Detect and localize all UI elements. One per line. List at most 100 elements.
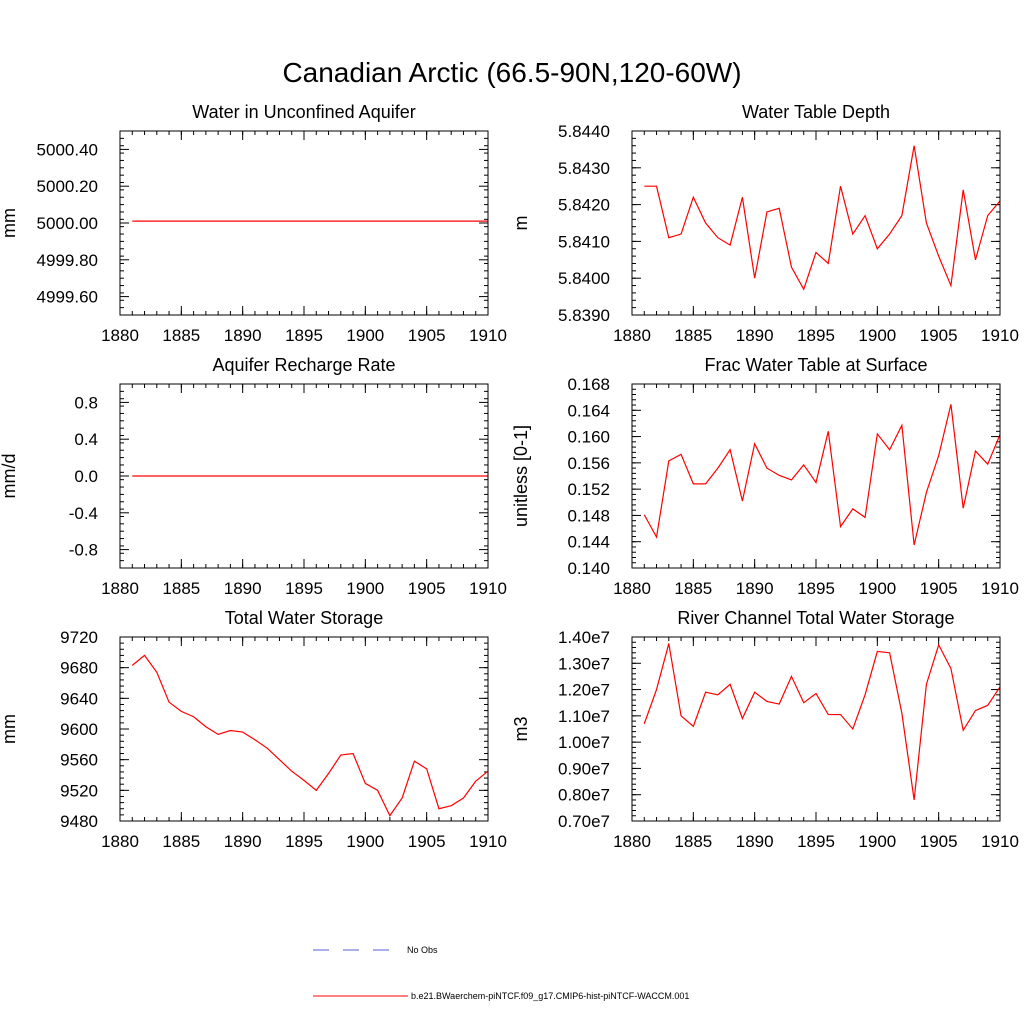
y-tick-label: 0.160 <box>567 428 610 447</box>
y-tick-label: -0.4 <box>69 504 98 523</box>
plot-frame <box>631 636 1001 822</box>
x-tick-label: 1895 <box>797 832 835 851</box>
x-tick-label: 1900 <box>858 326 896 345</box>
panels: Water in Unconfined Aquifer mm 1880 1885 189… <box>0 102 1019 851</box>
panel-title: River Channel Total Water Storage <box>677 608 954 628</box>
y-tick-label: 1.20e7 <box>558 681 610 700</box>
y-axis-label: mm <box>0 714 19 744</box>
y-tick-label: 0.140 <box>567 559 610 578</box>
figure-title: Canadian Arctic (66.5-90N,120-60W) <box>282 57 741 88</box>
x-tick-label: 1905 <box>408 326 446 345</box>
y-tick-label: -0.8 <box>69 541 98 560</box>
y-tick-label: 1.40e7 <box>558 628 610 647</box>
legend-label-no-obs: No Obs <box>407 945 438 955</box>
x-tick-label: 1885 <box>162 832 200 851</box>
y-tick-label: 9600 <box>60 720 98 739</box>
x-tick-label: 1910 <box>469 326 507 345</box>
panel-5: Total Water Storage mm 1880 1885 1890 1895 190… <box>0 608 507 851</box>
x-tick-label: 1890 <box>224 579 262 598</box>
x-tick-label: 1905 <box>920 579 958 598</box>
y-tick-label: 5.8440 <box>558 122 610 141</box>
y-tick-label: 9640 <box>60 689 98 708</box>
x-tick-label: 1910 <box>981 832 1019 851</box>
series-line-1 <box>644 145 1001 291</box>
y-tick-label: 0.148 <box>567 506 610 525</box>
x-tick-label: 1895 <box>797 326 835 345</box>
x-tick-label: 1895 <box>797 579 835 598</box>
x-tick-label: 1890 <box>736 326 774 345</box>
panel-title: Water Table Depth <box>742 102 890 122</box>
series-line-1 <box>131 654 489 817</box>
legend-label-model: b.e21.BWaerchem-piNTCF.f09_g17.CMIP6-his… <box>411 991 689 1001</box>
panel-title: Frac Water Table at Surface <box>704 355 927 375</box>
y-tick-label: 0.168 <box>567 375 610 394</box>
y-axis-label: unitless [0-1] <box>511 425 531 527</box>
y-tick-label: 5000.20 <box>37 177 98 196</box>
x-tick-label: 1885 <box>162 326 200 345</box>
x-tick-label: 1910 <box>981 326 1019 345</box>
panel-title: Total Water Storage <box>225 608 383 628</box>
panel-4: Frac Water Table at Surface unitless [0-1… <box>511 355 1019 598</box>
x-tick-label: 1890 <box>224 326 262 345</box>
x-tick-label: 1880 <box>101 326 139 345</box>
y-tick-label: 0.80e7 <box>558 786 610 805</box>
x-tick-label: 1890 <box>224 832 262 851</box>
y-axis-label: m3 <box>511 716 531 741</box>
panel-6: River Channel Total Water Storage m3 1880 1… <box>511 608 1019 851</box>
legend: No Obs b.e21.BWaerchem-piNTCF.f09_g17.CM… <box>313 945 689 1001</box>
x-tick-label: 1910 <box>469 832 507 851</box>
y-tick-label: 0.8 <box>74 393 98 412</box>
y-tick-label: 0.4 <box>74 430 98 449</box>
y-axis-label: mm <box>0 208 19 238</box>
x-tick-label: 1900 <box>858 579 896 598</box>
y-tick-label: 4999.80 <box>37 251 98 270</box>
y-tick-label: 9560 <box>60 751 98 770</box>
x-tick-label: 1885 <box>162 579 200 598</box>
x-tick-label: 1900 <box>858 832 896 851</box>
y-tick-label: 0.90e7 <box>558 759 610 778</box>
x-tick-label: 1905 <box>920 326 958 345</box>
panel-title: Water in Unconfined Aquifer <box>192 102 415 122</box>
y-tick-label: 9720 <box>60 628 98 647</box>
y-tick-label: 5.8410 <box>558 232 610 251</box>
y-tick-label: 0.70e7 <box>558 812 610 831</box>
y-tick-label: 1.10e7 <box>558 707 610 726</box>
y-tick-label: 9520 <box>60 781 98 800</box>
x-tick-label: 1890 <box>736 832 774 851</box>
x-tick-label: 1895 <box>285 832 323 851</box>
y-axis-label: mm/d <box>0 454 19 499</box>
y-tick-label: 0.152 <box>567 480 610 499</box>
plot-frame <box>119 636 489 822</box>
y-tick-label: 4999.60 <box>37 288 98 307</box>
x-tick-label: 1895 <box>285 579 323 598</box>
plot-frame <box>119 130 489 316</box>
series-line-1 <box>643 643 1001 801</box>
plot-frame <box>631 383 1001 569</box>
y-tick-label: 5.8400 <box>558 269 610 288</box>
x-tick-label: 1880 <box>613 326 651 345</box>
x-tick-label: 1900 <box>346 832 384 851</box>
y-axis-label: m <box>511 216 531 231</box>
plot-frame <box>631 130 1001 316</box>
x-tick-label: 1890 <box>736 579 774 598</box>
y-tick-label: 5000.00 <box>37 214 98 233</box>
y-tick-label: 5000.40 <box>37 140 98 159</box>
panel-1: Water in Unconfined Aquifer mm 1880 1885 189… <box>0 102 507 345</box>
x-tick-label: 1885 <box>674 832 712 851</box>
x-tick-label: 1900 <box>346 579 384 598</box>
x-tick-label: 1910 <box>469 579 507 598</box>
y-tick-label: 0.156 <box>567 454 610 473</box>
y-tick-label: 5.8420 <box>558 196 610 215</box>
y-tick-label: 1.00e7 <box>558 733 610 752</box>
x-tick-label: 1895 <box>285 326 323 345</box>
x-tick-label: 1880 <box>613 579 651 598</box>
x-tick-label: 1885 <box>674 579 712 598</box>
panel-3: Aquifer Recharge Rate mm/d 1880 1885 1890 189… <box>0 355 507 598</box>
series-line-1 <box>643 404 1001 546</box>
y-tick-label: 9680 <box>60 659 98 678</box>
x-tick-label: 1885 <box>674 326 712 345</box>
y-tick-label: 0.144 <box>567 533 610 552</box>
y-tick-label: 0.0 <box>74 467 98 486</box>
x-tick-label: 1905 <box>408 832 446 851</box>
